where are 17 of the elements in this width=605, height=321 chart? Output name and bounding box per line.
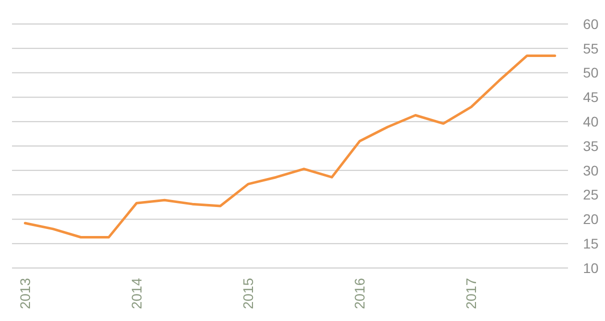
y-tick-label: 20: [583, 211, 599, 228]
y-tick-label: 45: [583, 89, 599, 106]
y-tick-label: 60: [583, 16, 599, 32]
x-tick-label: 2015: [240, 278, 256, 310]
y-tick-label: 50: [583, 64, 599, 81]
x-tick-label: 2014: [128, 278, 145, 310]
y-tick-label: 40: [583, 114, 599, 130]
x-tick-label: 2017: [463, 278, 480, 310]
y-tick-label: 55: [583, 40, 599, 56]
y-tick-label: 10: [583, 260, 599, 276]
y-tick-label: 30: [583, 162, 599, 178]
line-series: [24, 54, 556, 239]
y-tick-label: 15: [583, 236, 599, 252]
x-tick-label: 2013: [17, 278, 34, 310]
y-tick-label: 25: [583, 186, 599, 203]
x-tick-label: 2016: [352, 278, 368, 310]
y-tick-label: 35: [583, 138, 599, 154]
